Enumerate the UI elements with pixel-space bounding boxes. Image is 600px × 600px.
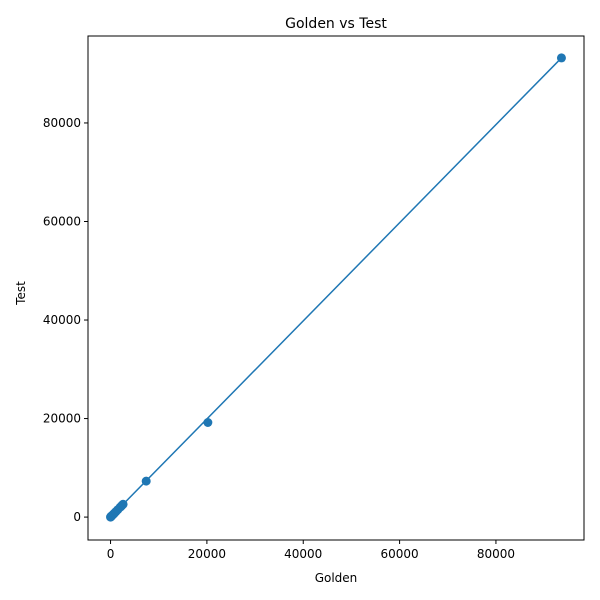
data-point [203, 417, 213, 427]
y-tick-label: 80000 [43, 116, 81, 130]
y-tick-label: 20000 [43, 412, 81, 426]
data-point [556, 53, 566, 63]
x-axis-label: Golden [315, 571, 358, 585]
x-tick-label: 20000 [188, 547, 226, 561]
data-point [141, 476, 151, 486]
y-axis-label: Test [14, 281, 28, 306]
y-tick-label: 40000 [43, 313, 81, 327]
x-tick-label: 80000 [477, 547, 515, 561]
y-tick-label: 60000 [43, 214, 81, 228]
axis-ticks: 0 20000 40000 60000 80000 0 20000 40000 60000 800… [43, 116, 515, 561]
y-tick-label: 0 [73, 510, 81, 524]
x-tick-label: 60000 [380, 547, 418, 561]
data-series [106, 53, 566, 522]
data-point [118, 499, 128, 509]
plot-frame [87, 35, 585, 541]
chart-title: Golden vs Test [285, 16, 387, 32]
series-line [110, 57, 562, 518]
x-tick-label: 40000 [284, 547, 322, 561]
x-tick-label: 0 [107, 547, 115, 561]
